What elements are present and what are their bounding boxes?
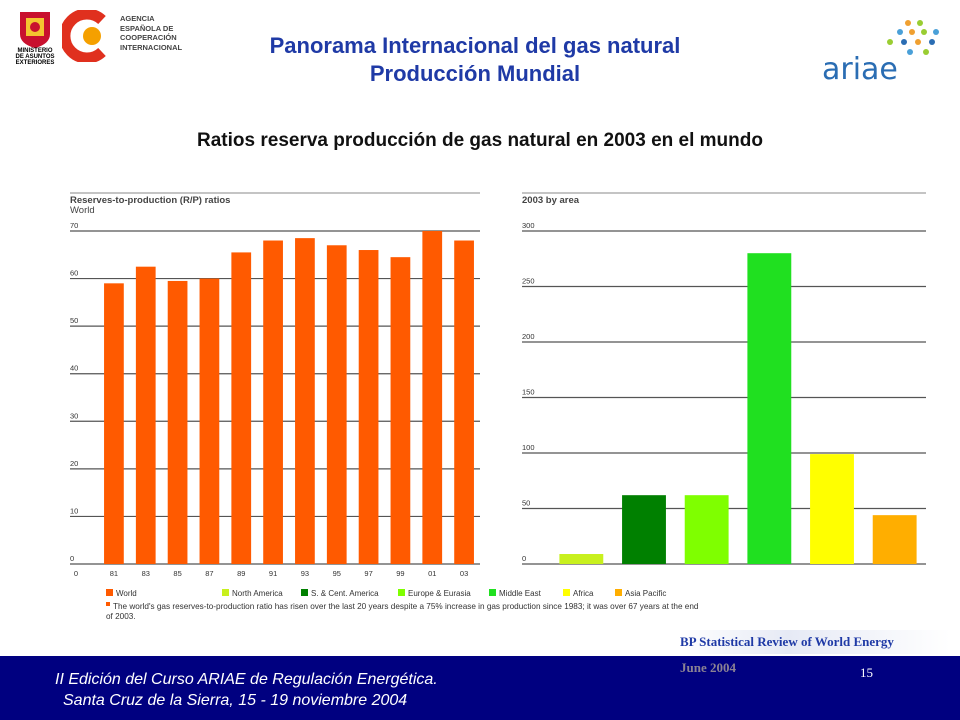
- bar: [422, 231, 443, 564]
- legend-swatch: [563, 589, 570, 596]
- title-line-1: Panorama Internacional del gas natural: [269, 33, 681, 58]
- ministry-line-3: EXTERIORES: [16, 60, 55, 66]
- bar: [231, 252, 252, 564]
- x-tick-label: 01: [428, 569, 436, 578]
- agency-line: COOPERACIÓN: [120, 33, 177, 42]
- bar: [872, 515, 917, 564]
- x-tick-label: 87: [205, 569, 213, 578]
- legend-label: North America: [232, 589, 283, 598]
- ariae-logo: ariae: [822, 52, 898, 87]
- chart-caption-line-2: of 2003.: [106, 612, 136, 621]
- x-tick-label: 03: [460, 569, 468, 578]
- source-background: [680, 630, 950, 654]
- footer-line-1: II Edición del Curso ARIAE de Regulación…: [55, 671, 438, 688]
- area-rp-chart: 2003 by area 0 50 100 150 200 250 300: [522, 192, 926, 565]
- footer-line-2: Santa Cruz de la Sierra, 15 - 19 noviemb…: [63, 692, 408, 709]
- x-tick-label: 85: [173, 569, 181, 578]
- chart-title: Reserves-to-production (R/P) ratios: [70, 195, 230, 206]
- x-tick-label: 81: [110, 569, 118, 578]
- y-tick-label: 50: [70, 316, 78, 325]
- chart-caption-line-1: The world's gas reserves-to-production r…: [113, 602, 699, 611]
- bar: [622, 495, 666, 564]
- agency-name: AGENCIA ESPAÑOLA DE COOPERACIÓN INTERNAC…: [120, 14, 182, 52]
- legend-swatch: [398, 589, 405, 596]
- y-tick-label: 60: [70, 269, 78, 278]
- page-number: 15: [860, 665, 873, 680]
- ariae-dots-icon: [887, 20, 939, 55]
- bar: [559, 554, 604, 564]
- legend-label: World: [116, 589, 137, 598]
- y-tick-label: 30: [70, 411, 78, 420]
- bar: [390, 257, 411, 564]
- footer-bar: [0, 656, 960, 720]
- chart-heading: Ratios reserva producción de gas natural…: [197, 130, 763, 151]
- y-tick-label: 70: [70, 221, 78, 230]
- source-line-1: BP Statistical Review of World Energy: [680, 634, 894, 649]
- y-tick-label: 300: [522, 221, 535, 230]
- legend-label: Africa: [573, 589, 594, 598]
- aecid-logo: [62, 10, 106, 62]
- chart-subtitle: World: [70, 205, 95, 216]
- y-tick-label: 10: [70, 506, 78, 515]
- bar: [167, 280, 188, 564]
- legend-swatch: [615, 589, 622, 596]
- x-tick-label: 89: [237, 569, 245, 578]
- y-tick-label: 100: [522, 443, 535, 452]
- chart-area: Reserves-to-production (R/P) ratiosWorld…: [66, 188, 938, 630]
- bar: [810, 454, 854, 564]
- bar: [104, 283, 124, 564]
- chart-title: 2003 by area: [522, 195, 580, 206]
- bar: [454, 240, 474, 564]
- source-line-2: June 2004: [680, 660, 736, 675]
- legend-swatch: [489, 589, 496, 596]
- ministry-line-2: DE ASUNTOS: [15, 54, 54, 60]
- x-tick-label: 99: [396, 569, 404, 578]
- y-tick-label: 150: [522, 388, 535, 397]
- ministry-line-1: MINISTERIO: [17, 48, 52, 54]
- y-tick-label: 0: [522, 554, 526, 563]
- y-tick-label: 20: [70, 459, 78, 468]
- bar: [747, 253, 792, 564]
- y-tick-label: 50: [522, 499, 530, 508]
- bar: [135, 266, 156, 564]
- y-tick-label: 40: [70, 364, 78, 373]
- x-tick-label: 95: [333, 569, 341, 578]
- legend-swatch: [222, 589, 229, 596]
- caption-bullet: [106, 602, 110, 606]
- slide-title: Panorama Internacional del gas natural P…: [170, 32, 780, 88]
- agency-line: ESPAÑOLA DE: [120, 23, 174, 33]
- legend-label: Europe & Eurasia: [408, 589, 471, 598]
- bar: [263, 240, 283, 564]
- x-tick-label: 97: [364, 569, 372, 578]
- y-tick-label: 250: [522, 277, 535, 286]
- x-tick-label: 83: [142, 569, 150, 578]
- legend-label: S. & Cent. America: [311, 589, 379, 598]
- bar: [684, 495, 729, 564]
- agency-line: INTERNACIONAL: [120, 42, 183, 52]
- bar: [199, 278, 220, 564]
- x-tick-label: 0: [74, 569, 78, 578]
- x-tick-label: 91: [269, 569, 277, 578]
- title-line-2: Producción Mundial: [369, 61, 581, 86]
- y-tick-label: 0: [70, 554, 74, 563]
- legend-label: Middle East: [499, 589, 542, 598]
- bar: [295, 238, 315, 564]
- legend-swatch: [301, 589, 308, 596]
- y-tick-label: 200: [522, 332, 535, 341]
- world-rp-chart: Reserves-to-production (R/P) ratiosWorld…: [70, 192, 480, 578]
- ministry-logo: MINISTERIO DE ASUNTOS EXTERIORES: [15, 10, 55, 66]
- legend-swatch: [106, 589, 113, 596]
- agency-line: AGENCIA: [120, 14, 155, 23]
- legend-label: Asia Pacific: [625, 589, 666, 598]
- bar: [358, 250, 379, 564]
- bar: [326, 245, 347, 564]
- x-tick-label: 93: [301, 569, 309, 578]
- chart-legend: World North America S. & Cent. America Euro…: [106, 589, 666, 606]
